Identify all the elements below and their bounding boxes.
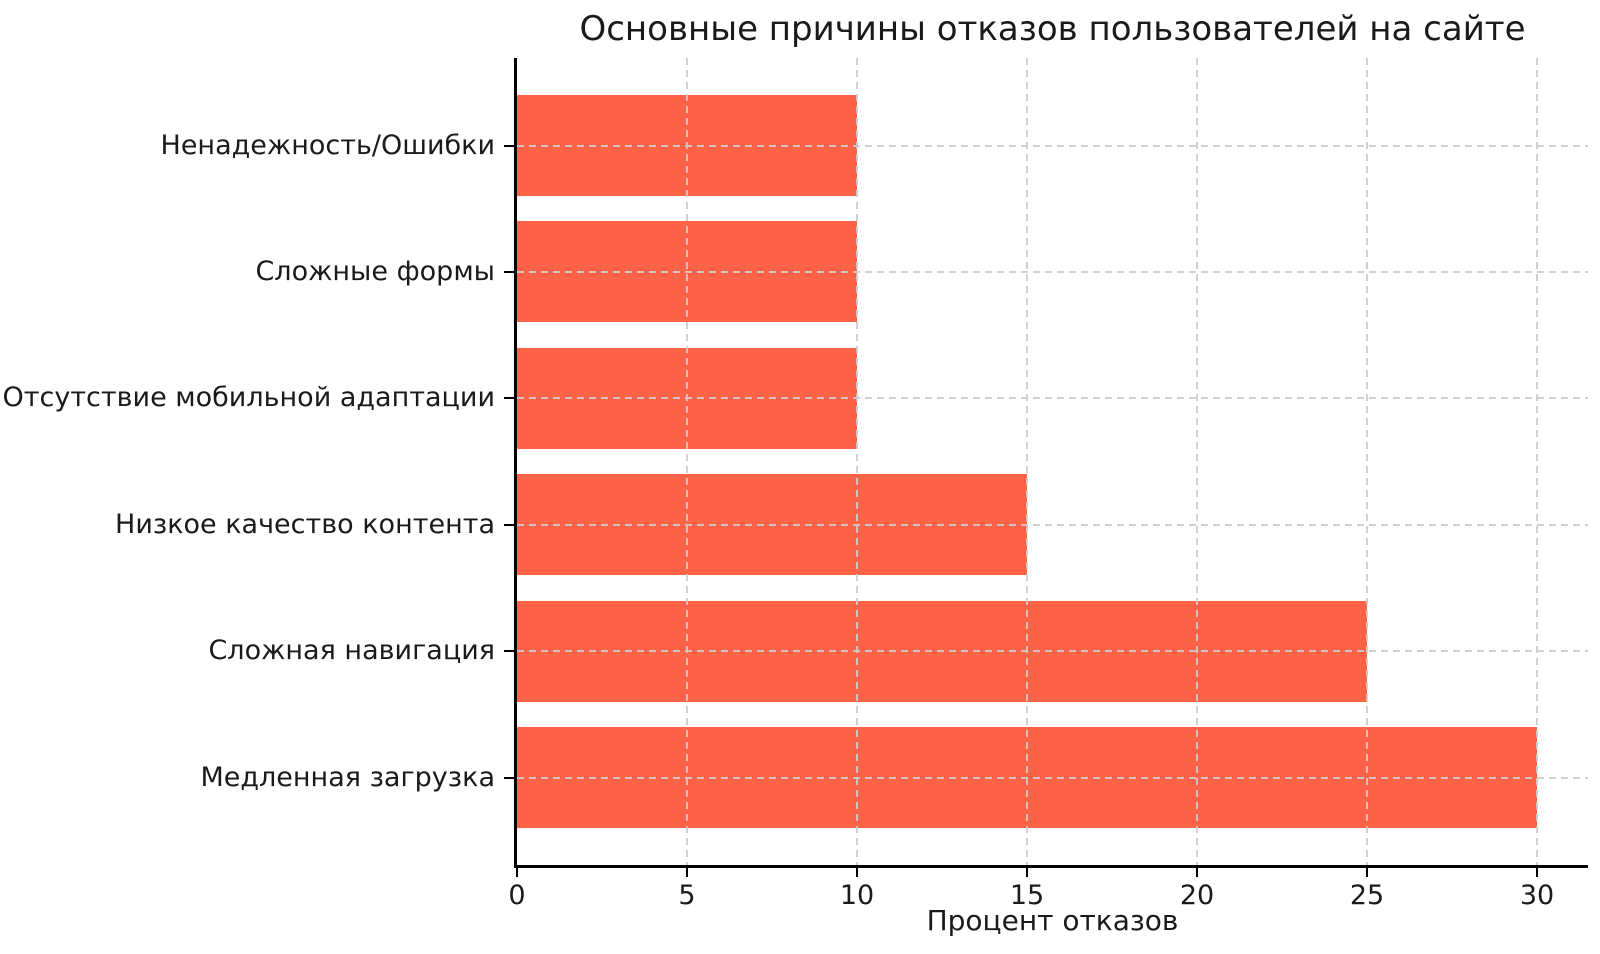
x-tick-mark xyxy=(1536,867,1538,877)
gridline-vertical xyxy=(686,58,688,866)
y-tick-mark xyxy=(504,270,514,273)
gridline-vertical xyxy=(1196,58,1198,866)
x-tick-mark xyxy=(856,867,858,877)
y-tick-mark xyxy=(504,523,514,526)
x-tick-mark xyxy=(1366,867,1368,877)
gridline-horizontal xyxy=(517,776,1588,779)
chart-title: Основные причины отказов пользователей н… xyxy=(579,9,1526,49)
x-tick-label: 5 xyxy=(678,880,696,911)
x-tick-label: 0 xyxy=(508,880,526,911)
y-tick-label: Сложные формы xyxy=(255,255,495,287)
x-tick-label: 30 xyxy=(1519,880,1555,911)
gridline-vertical xyxy=(1366,58,1368,866)
y-tick-mark xyxy=(504,144,514,147)
y-tick-label: Ненадежность/Ошибки xyxy=(160,129,495,161)
x-tick-label: 25 xyxy=(1349,880,1385,911)
gridline-horizontal xyxy=(517,144,1588,147)
gridline-horizontal xyxy=(517,650,1588,653)
x-tick-label: 20 xyxy=(1179,880,1215,911)
y-tick-label: Отсутствие мобильной адаптации xyxy=(2,382,495,414)
x-tick-label: 15 xyxy=(1009,880,1045,911)
gridline-horizontal xyxy=(517,397,1588,400)
gridline-vertical xyxy=(856,58,858,866)
y-tick-label: Низкое качество контента xyxy=(115,508,495,540)
x-tick-label: 10 xyxy=(839,880,875,911)
gridline-horizontal xyxy=(517,270,1588,273)
x-tick-mark xyxy=(516,867,518,877)
y-axis-spine xyxy=(514,58,517,868)
y-tick-label: Сложная навигация xyxy=(208,635,495,667)
y-tick-mark xyxy=(504,397,514,400)
gridline-vertical xyxy=(1026,58,1028,866)
x-axis-title: Процент отказов xyxy=(926,904,1179,937)
x-axis-spine xyxy=(514,865,1588,868)
x-tick-mark xyxy=(1026,867,1028,877)
y-tick-label: Медленная загрузка xyxy=(200,761,495,793)
x-tick-mark xyxy=(1196,867,1198,877)
x-tick-mark xyxy=(686,867,688,877)
gridline-horizontal xyxy=(517,523,1588,526)
plot-area xyxy=(514,58,1588,868)
y-tick-mark xyxy=(504,776,514,779)
gridline-vertical xyxy=(1536,58,1538,866)
y-tick-mark xyxy=(504,650,514,653)
